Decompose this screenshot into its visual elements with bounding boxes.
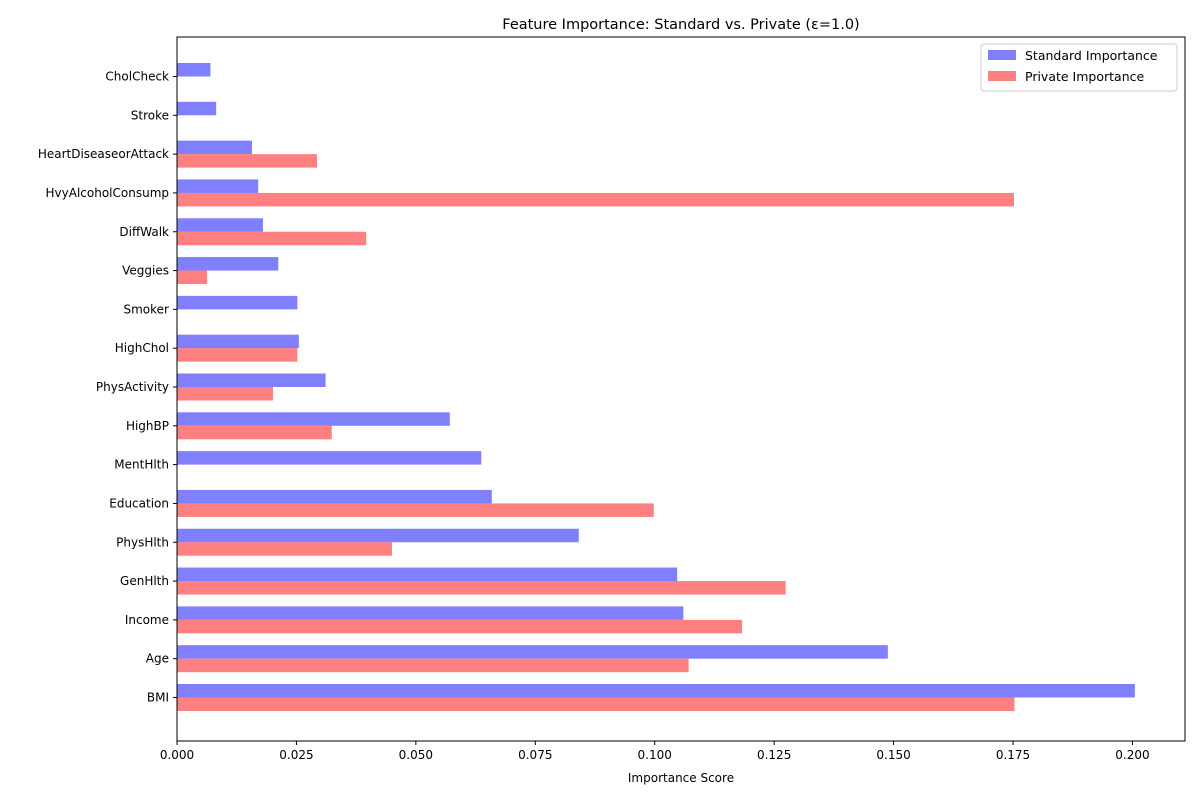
y-tick-label-hvyalcoholconsump: HvyAlcoholConsump bbox=[46, 186, 169, 200]
bar-standard-importance-hvyalcoholconsump bbox=[177, 179, 259, 193]
bar-private-importance-highbp bbox=[177, 425, 332, 440]
y-tick-label-veggies: Veggies bbox=[122, 264, 169, 278]
legend-swatch-private bbox=[988, 71, 1016, 81]
y-tick-label-education: Education bbox=[109, 496, 169, 510]
y-tick-label-income: Income bbox=[125, 613, 169, 627]
bar-standard-importance-bmi bbox=[177, 684, 1135, 698]
y-tick-label-diffwalk: DiffWalk bbox=[119, 225, 169, 239]
legend-swatch-standard bbox=[988, 50, 1016, 60]
x-tick-label: 0.175 bbox=[996, 748, 1030, 762]
bar-standard-importance-physactivity bbox=[177, 373, 326, 387]
x-axis-title: Importance Score bbox=[628, 771, 734, 785]
x-tick-label: 0.125 bbox=[757, 748, 791, 762]
x-tick-label: 0.025 bbox=[279, 748, 313, 762]
bar-standard-importance-cholcheck bbox=[177, 63, 211, 77]
chart-title: Feature Importance: Standard vs. Private… bbox=[502, 17, 859, 33]
y-tick-label-smoker: Smoker bbox=[124, 302, 170, 316]
y-tick-label-physactivity: PhysActivity bbox=[96, 380, 169, 394]
y-tick-label-heartdiseaseorattack: HeartDiseaseorAttack bbox=[38, 147, 169, 161]
bar-private-importance-education bbox=[177, 503, 654, 517]
bar-standard-importance-genhlth bbox=[177, 567, 678, 582]
plot-frame bbox=[176, 36, 1186, 742]
y-tick-label-bmi: BMI bbox=[147, 691, 169, 705]
bar-private-importance-physactivity bbox=[177, 387, 274, 401]
bar-standard-importance-highbp bbox=[177, 412, 450, 426]
bar-standard-importance-age bbox=[177, 645, 888, 659]
bar-private-importance-genhlth bbox=[177, 581, 786, 595]
y-tick-label-highbp: HighBP bbox=[126, 419, 169, 433]
bar-standard-importance-education bbox=[177, 489, 492, 504]
legend: Standard Importance Private Importance bbox=[980, 43, 1178, 92]
bar-private-importance-diffwalk bbox=[177, 231, 367, 246]
bar-standard-importance-veggies bbox=[177, 257, 279, 271]
x-tick-label: 0.050 bbox=[399, 748, 433, 762]
bar-standard-importance-smoker bbox=[177, 295, 298, 310]
y-tick-label-stroke: Stroke bbox=[131, 108, 169, 122]
bar-private-importance-income bbox=[177, 619, 743, 634]
bar-private-importance-hvyalcoholconsump bbox=[177, 192, 1014, 207]
x-tick-label: 0.075 bbox=[518, 748, 552, 762]
y-tick-label-cholcheck: CholCheck bbox=[105, 70, 169, 84]
bar-private-importance-heartdiseaseorattack bbox=[177, 154, 317, 168]
x-tick-label: 0.150 bbox=[876, 748, 910, 762]
y-tick-label-age: Age bbox=[146, 652, 169, 666]
bar-standard-importance-highchol bbox=[177, 334, 299, 349]
y-tick-label-physhlth: PhysHlth bbox=[116, 535, 169, 549]
y-tick-label-menthlth: MentHlth bbox=[114, 458, 169, 472]
bar-standard-importance-heartdiseaseorattack bbox=[177, 140, 253, 155]
bar-standard-importance-menthlth bbox=[177, 451, 482, 465]
legend-frame bbox=[980, 43, 1178, 92]
bar-private-importance-age bbox=[177, 658, 689, 673]
bar-private-importance-veggies bbox=[177, 270, 208, 285]
y-tick-label-highchol: HighChol bbox=[115, 341, 169, 355]
bar-private-importance-highchol bbox=[177, 348, 298, 362]
x-axis-ticks: 0.000 0.025 0.050 0.075 0.100 0.125 0.150 0.175… bbox=[160, 741, 1150, 762]
x-tick-label: 0.100 bbox=[638, 748, 672, 762]
bar-standard-importance-stroke bbox=[177, 101, 217, 116]
y-tick-label-genhlth: GenHlth bbox=[120, 574, 169, 588]
bar-private-importance-bmi bbox=[177, 697, 1015, 711]
bar-standard-importance-income bbox=[177, 606, 684, 620]
bar-standard-importance-diffwalk bbox=[177, 218, 263, 232]
legend-label-private: Private Importance bbox=[1025, 69, 1144, 84]
bars-layer bbox=[177, 63, 1135, 711]
legend-label-standard: Standard Importance bbox=[1025, 48, 1158, 63]
x-tick-label: 0.200 bbox=[1115, 748, 1149, 762]
bar-private-importance-physhlth bbox=[177, 542, 392, 556]
x-tick-label: 0.000 bbox=[160, 748, 194, 762]
y-axis-ticks: BMI Age Income GenHlth PhysHlth Education Ment… bbox=[38, 70, 177, 705]
bar-standard-importance-physhlth bbox=[177, 528, 579, 543]
